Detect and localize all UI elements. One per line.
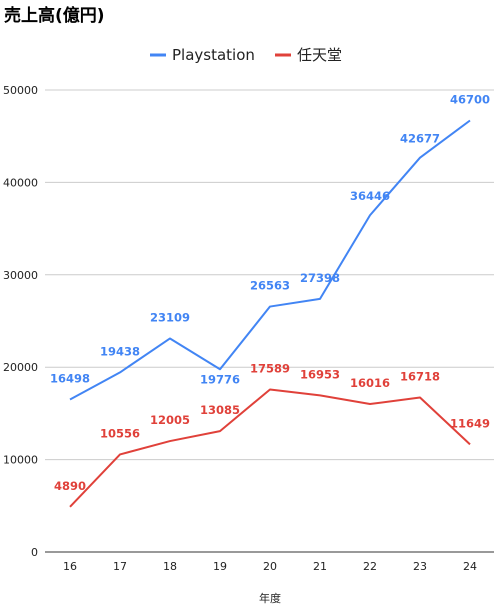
x-tick-label: 17 [113,560,127,573]
data-label: 23109 [150,310,190,324]
data-label: 17589 [250,361,290,375]
data-label: 46700 [450,92,490,106]
y-tick-label: 50000 [3,84,38,97]
data-label: 10556 [100,426,140,440]
legend-label-nintendo: 任天堂 [297,46,342,64]
data-label: 16498 [50,372,90,386]
data-label: 19438 [100,344,140,358]
data-labels: 16498 19438 23109 19776 26563 27398 36446 42677… [50,92,490,492]
x-tick-label: 20 [263,560,277,573]
series-line-playstation [69,119,471,401]
x-tick-label: 21 [313,560,327,573]
y-tick-label: 40000 [3,176,38,189]
y-tick-label: 0 [31,546,38,559]
chart-title: 売上高(億円) [4,5,105,26]
y-tick-label: 20000 [3,361,38,374]
x-tick-label: 22 [363,560,377,573]
gridlines [45,89,494,461]
x-tick-label: 24 [463,560,477,573]
y-tick-label: 10000 [3,454,38,467]
legend-label-playstation: Playstation [172,46,255,64]
x-axis-label: 年度 [259,591,281,605]
data-label: 26563 [250,279,290,293]
series-lines [69,119,471,508]
legend-item-playstation[interactable]: Playstation [150,46,255,64]
data-label: 16016 [350,376,390,390]
data-label: 12005 [150,413,190,427]
data-label: 42677 [400,132,440,146]
series-line-nintendo [69,388,471,508]
data-label: 19776 [200,372,240,386]
legend: Playstation 任天堂 [150,46,342,64]
x-axis-ticks: 16 17 18 19 20 21 22 23 24 [63,560,477,573]
data-label: 27398 [300,271,340,285]
y-axis-ticks: 0 10000 20000 30000 40000 50000 [3,84,38,559]
x-tick-label: 16 [63,560,77,573]
data-label: 16718 [400,370,440,384]
x-tick-label: 19 [213,560,227,573]
legend-item-nintendo[interactable]: 任天堂 [275,46,342,64]
data-label: 11649 [450,416,490,430]
y-tick-label: 30000 [3,269,38,282]
data-label: 4890 [54,479,86,493]
data-label: 16953 [300,367,340,381]
data-label: 36446 [350,189,390,203]
x-tick-label: 18 [163,560,177,573]
data-label: 13085 [200,403,240,417]
x-tick-label: 23 [413,560,427,573]
